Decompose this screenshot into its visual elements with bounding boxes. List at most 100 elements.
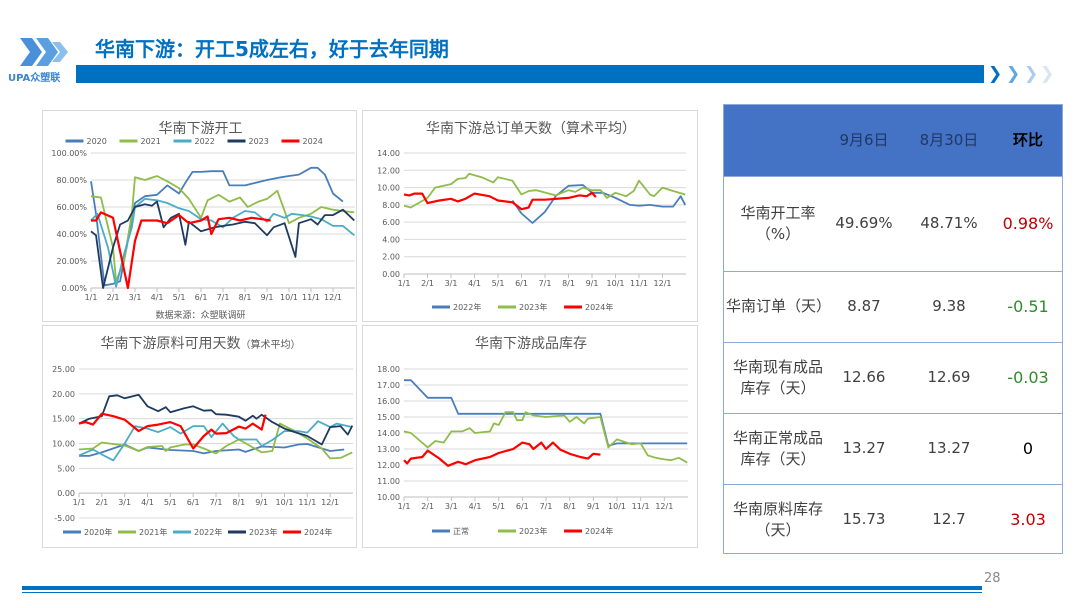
row-cur: 15.73 (842, 510, 886, 528)
legend-label: 2024年 (304, 527, 332, 537)
legend-label: 2023 (249, 137, 269, 146)
header-prev: 8月30日 (919, 131, 979, 149)
y-tick-label: 15.00 (377, 413, 400, 422)
header-bar (76, 65, 984, 83)
legend-label: 2024年 (585, 526, 613, 536)
y-tick-label: 25.00 (52, 365, 75, 374)
logo-text: UPA众塑联 (8, 73, 61, 84)
x-tick-label: 1/1 (73, 498, 86, 507)
legend-label: 2022年 (194, 527, 222, 537)
x-tick-label: 4/1 (469, 502, 482, 511)
series-line-2022年 (78, 420, 353, 462)
legend-label: 2023年 (519, 302, 547, 312)
row-cur: 8.87 (847, 297, 881, 315)
row-label: 华南开工率（%） (740, 203, 816, 243)
chart-svg: 华南下游开工 0.00% 20.00% 40.00% 60.00% 80.00% 100.0… (51, 121, 355, 321)
x-tick-label: 2/1 (421, 502, 434, 511)
x-tick-label: 3/1 (445, 502, 458, 511)
chevron-icon: ❯ (988, 64, 1003, 84)
legend-label: 2020 (87, 137, 107, 146)
chevron-icon: ❯ (1024, 64, 1039, 84)
row-label: 华南原料库存（天） (732, 499, 823, 539)
chart-title: 华南下游总订单天数（算术平均） (426, 121, 636, 137)
row-change: -0.51 (1007, 297, 1049, 316)
x-tick-label: 5/1 (173, 293, 186, 302)
row-divider (724, 413, 1062, 414)
y-tick-label: 15.00 (52, 415, 75, 424)
x-tick-label: 3/1 (118, 498, 131, 507)
y-tick-label: 10.00 (52, 440, 75, 449)
row-cur: 13.27 (842, 439, 886, 457)
row-prev: 12.7 (932, 510, 966, 528)
x-tick-label: 9/1 (255, 498, 268, 507)
y-tick-label: 5.00 (57, 464, 75, 473)
y-tick-label: 12.00 (377, 461, 400, 470)
x-tick-label: 9/1 (261, 293, 274, 302)
series-line-2023年 (78, 393, 354, 446)
x-tick-label: 10/1 (607, 279, 625, 288)
footer-bar (22, 586, 982, 590)
x-tick-label: 10/1 (608, 502, 626, 511)
chart-svg: 华南下游成品库存 10.00 11.00 12.00 13.00 14.00 15.00 16… (377, 336, 688, 536)
series-line-2024年 (78, 412, 267, 450)
x-tick-label: 7/1 (217, 293, 230, 302)
y-tick-label: 6.00 (382, 218, 400, 227)
chart-title: 华南下游成品库存 (475, 336, 587, 352)
legend-label: 2023年 (249, 527, 277, 537)
row-cur: 12.66 (842, 368, 886, 386)
x-tick-label: 7/1 (540, 502, 553, 511)
chart-order-days: 华南下游总订单天数（算术平均） 0.00 2.00 4.00 6.00 8.00 10.00… (362, 110, 698, 322)
row-prev: 48.71% (920, 214, 978, 232)
x-tick-label: 8/1 (563, 502, 576, 511)
chart-raw-material-days: 华南下游原料可用天数（算术平均） -5.00 0.00 5.00 10.00 15.00 2… (42, 325, 357, 548)
x-tick-label: 11/1 (630, 279, 648, 288)
x-tick-label: 4/1 (151, 293, 164, 302)
x-tick-label: 8/1 (232, 498, 245, 507)
row-divider (724, 176, 1062, 177)
source-note: 数据来源：众塑联调研 (155, 309, 245, 321)
row-change: 0 (1022, 439, 1034, 458)
y-tick-label: 4.00 (382, 235, 400, 244)
x-tick-label: 5/1 (164, 498, 177, 507)
legend-label: 正常 (453, 527, 469, 536)
x-tick-label: 1/1 (398, 279, 411, 288)
x-tick-label: 12/1 (655, 502, 673, 511)
row-prev: 13.27 (927, 439, 971, 457)
page-number: 28 (984, 571, 1001, 586)
chart-title-suffix: （算术平均） (241, 338, 301, 351)
row-divider (724, 271, 1062, 272)
y-tick-label: 40.00% (56, 230, 87, 239)
x-tick-label: 12/1 (654, 279, 672, 288)
y-tick-label: 18.00 (377, 365, 400, 374)
x-tick-label: 4/1 (141, 498, 154, 507)
y-tick-label: -5.00 (54, 514, 75, 523)
series-line-2021年 (78, 422, 353, 460)
x-tick-label: 4/1 (468, 279, 481, 288)
legend-label: 2021年 (139, 527, 167, 537)
y-tick-label: 11.00 (377, 477, 400, 486)
x-tick-label: 5/1 (492, 279, 505, 288)
row-label: 华南订单（天） (726, 297, 832, 315)
chart-title: 华南下游原料可用天数（算术平均） (101, 336, 301, 352)
x-tick-label: 6/1 (516, 502, 529, 511)
y-tick-label: 14.00 (377, 149, 400, 158)
chart-finished-inventory: 华南下游成品库存 10.00 11.00 12.00 13.00 14.00 15.00 16… (362, 325, 698, 548)
x-tick-label: 3/1 (129, 293, 142, 302)
x-tick-label: 6/1 (187, 498, 200, 507)
legend-label: 2024年 (585, 302, 613, 312)
x-tick-label: 9/1 (586, 279, 599, 288)
x-tick-label: 10/1 (276, 498, 294, 507)
legend-label: 2020年 (84, 527, 112, 537)
y-tick-label: 10.00 (377, 184, 400, 193)
y-tick-label: 20.00% (56, 257, 87, 266)
series-line-2023年 (403, 411, 688, 464)
x-tick-label: 7/1 (210, 498, 223, 507)
legend-label: 2021 (141, 137, 161, 146)
y-tick-label: 16.00 (377, 397, 400, 406)
chart-svg: 华南下游总订单天数（算术平均） 0.00 2.00 4.00 6.00 8.00 10.00… (377, 121, 686, 312)
y-tick-label: 100.00% (51, 149, 87, 158)
upa-logo-icon (20, 38, 68, 66)
y-tick-label: 20.00 (52, 390, 75, 399)
x-tick-label: 11/1 (632, 502, 650, 511)
x-tick-label: 2/1 (107, 293, 120, 302)
